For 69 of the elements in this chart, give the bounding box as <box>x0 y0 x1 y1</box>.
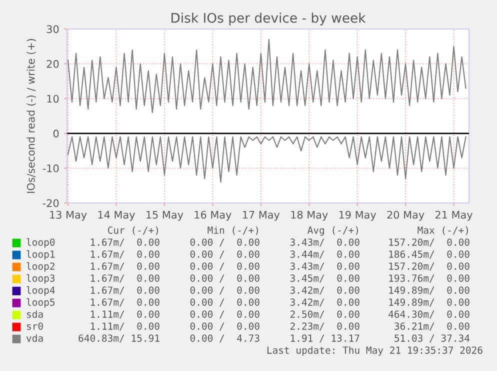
line-series <box>67 136 466 183</box>
line-series <box>67 38 466 114</box>
x-tick-label: 17 May <box>242 210 280 221</box>
legend-label: loop3 <box>26 274 55 284</box>
legend-label: sda <box>27 310 43 318</box>
y-tick-label: 20 <box>46 60 59 68</box>
text: 0.00 / 0.00 <box>190 262 260 271</box>
x-tick-label: 15 May <box>146 210 184 221</box>
text: 149.89m/ 0.00 <box>389 298 470 307</box>
text: 2.23m/ 0.00 <box>290 322 360 331</box>
x-tick-label: 18 May <box>291 210 328 221</box>
legend-label: loop1 <box>26 250 55 260</box>
text: 1.67m/ 0.00 <box>90 262 160 271</box>
text: 1.67m/ 0.00 <box>90 298 160 307</box>
x-tick-label: 16 May <box>194 210 232 221</box>
y-tick-label: 0 <box>53 130 59 138</box>
text: 1.11m/ 0.00 <box>90 310 160 319</box>
text: Last update: Thu May 21 19:35:37 2026 <box>267 346 482 356</box>
text: 0.00 / 0.00 <box>190 274 260 283</box>
text: 0.00 / 0.00 <box>190 286 260 295</box>
text: 1.91 / 13.17 <box>290 334 360 343</box>
text: Avg (-/+) <box>308 226 358 236</box>
x-tick-label: 20 May <box>387 210 424 221</box>
y-tick-label: 30 <box>46 25 59 34</box>
text: 193.76m/ 0.00 <box>389 274 470 283</box>
text: 3.42m/ 0.00 <box>290 298 360 307</box>
text: 3.43m/ 0.00 <box>290 238 360 247</box>
text: 157.20m/ 0.00 <box>389 238 470 247</box>
legend-label: loop2 <box>26 262 54 272</box>
text: 2.50m/ 0.00 <box>290 310 360 319</box>
text: 464.30m/ 0.00 <box>388 310 470 319</box>
text: 186.45m/ 0.00 <box>389 250 470 259</box>
text: 36.21m/ 0.00 <box>394 322 470 331</box>
text: 51.03 / 37.34 <box>394 334 470 343</box>
legend-label: loop0 <box>26 238 55 248</box>
x-tick-label: 13 May <box>50 210 87 221</box>
x-tick-label: 21 May <box>435 210 473 221</box>
text: 1.67m/ 0.00 <box>90 250 160 259</box>
legend-label: vda <box>26 334 43 342</box>
y-tick-label: -20 <box>42 199 59 208</box>
text: 0.00 / 0.00 <box>190 310 260 319</box>
x-tick-label: 14 May <box>98 210 135 221</box>
text: 157.20m/ 0.00 <box>389 262 470 271</box>
legend-label: sr0 <box>27 322 43 330</box>
text: 1.67m/ 0.00 <box>90 274 160 283</box>
text: 1.67m/ 0.00 <box>90 286 160 295</box>
y-axis-title: IOs/second read (-) / write (+) <box>26 38 36 193</box>
text: 149.89m/ 0.00 <box>389 286 470 295</box>
text: Cur (-/+) <box>108 226 158 235</box>
text: 1.11m/ 0.00 <box>90 322 160 331</box>
text: Max (-/+) <box>418 226 468 235</box>
text: 1.67m/ 0.00 <box>90 238 160 247</box>
text: 0.00 / 0.00 <box>190 250 260 259</box>
text: 3.45m/ 0.00 <box>290 274 360 283</box>
text: 640.83m/ 15.91 <box>78 334 160 343</box>
y-tick-label: -10 <box>42 164 59 172</box>
text: 3.43m/ 0.00 <box>290 262 360 271</box>
y-tick-label: 10 <box>47 94 59 103</box>
text: 0.00 / 0.00 <box>190 298 260 307</box>
text: 0.00 / 0.00 <box>190 238 260 247</box>
text: 0.00 / 0.00 <box>190 322 260 331</box>
legend-label: loop5 <box>26 298 54 308</box>
x-tick-label: 19 May <box>339 210 376 221</box>
text: 3.44m/ 0.00 <box>290 250 360 259</box>
legend-label: loop4 <box>26 286 55 296</box>
text: 3.42m/ 0.00 <box>290 286 360 295</box>
text: Min (-/+) <box>208 226 258 235</box>
text: 0.00 / 4.73 <box>190 334 260 343</box>
chart-title: Disk IOs per device - by week <box>172 12 366 26</box>
